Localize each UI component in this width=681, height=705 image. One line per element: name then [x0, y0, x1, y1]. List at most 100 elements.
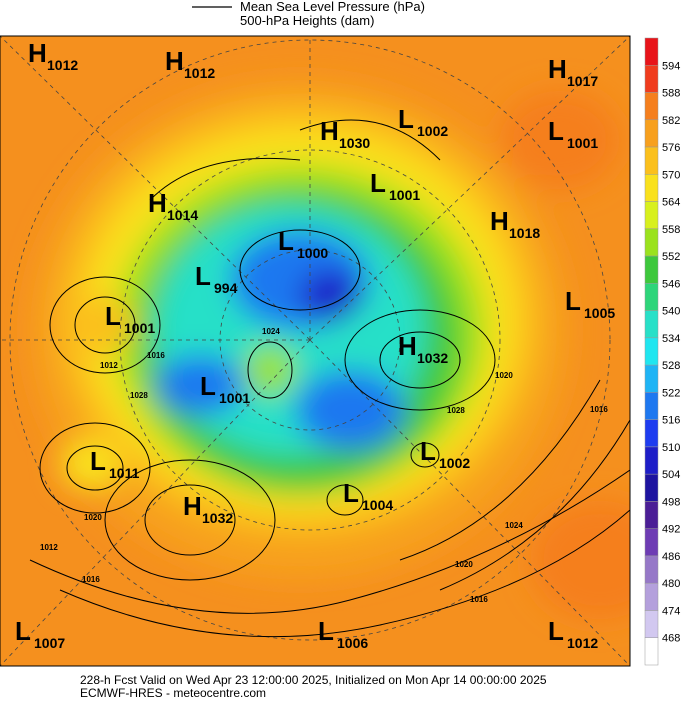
colorbar-swatch: [644, 610, 659, 638]
center-value: 1012: [47, 57, 78, 73]
contour-label: 1016: [470, 595, 488, 604]
center-value: 994: [214, 280, 238, 296]
colorbar-swatch: [644, 446, 659, 475]
contour-label: 1016: [82, 575, 100, 584]
colorbar-label: 510: [662, 442, 680, 454]
pressure-center: H 1017: [548, 54, 598, 89]
center-value: 1000: [297, 245, 328, 261]
pressure-center: L 1011: [90, 446, 140, 481]
pressure-center: L 1000: [278, 226, 328, 261]
center-value: 1018: [509, 225, 540, 241]
colorbar-label: 480: [662, 578, 680, 590]
colorbar-label: 498: [662, 496, 680, 508]
pressure-center: L 1007: [15, 616, 65, 651]
center-letter: L: [105, 301, 121, 331]
footer-valid: 228-h Fcst Valid on Wed Apr 23 12:00:00 …: [80, 673, 547, 687]
center-letter: L: [370, 168, 386, 198]
center-letter: H: [148, 188, 167, 218]
pressure-center: L 1006: [318, 616, 368, 651]
colorbar-label: 486: [662, 551, 680, 563]
colorbar-label: 552: [662, 251, 680, 263]
legend-mslp: Mean Sea Level Pressure (hPa): [240, 0, 425, 14]
center-letter: L: [548, 616, 564, 646]
center-letter: L: [200, 371, 216, 401]
center-value: 1017: [567, 73, 598, 89]
colorbar-label: 468: [662, 633, 680, 645]
header: Mean Sea Level Pressure (hPa) 500-hPa He…: [192, 0, 425, 28]
pressure-center: H 1032: [398, 331, 448, 366]
colorbar-swatch: [644, 65, 659, 93]
colorbar-swatch: [644, 528, 659, 557]
colorbar-swatch: [644, 501, 659, 529]
colorbar-swatch: [644, 364, 659, 393]
footer-source: ECMWF-HRES - meteocentre.com: [80, 686, 266, 700]
center-value: 1012: [184, 65, 215, 81]
colorbar-label: 474: [662, 605, 680, 617]
pressure-center: L 1005: [565, 286, 615, 321]
contour-label: 1016: [590, 405, 608, 414]
colorbar-swatch: [644, 174, 659, 202]
contour-label: 1024: [262, 327, 280, 336]
pressure-center: L 1001: [548, 116, 598, 151]
colorbar-label: 570: [662, 169, 680, 181]
center-letter: H: [320, 116, 339, 146]
colorbar-swatch: [644, 555, 659, 584]
colorbar-label: 534: [662, 333, 680, 345]
center-value: 1030: [339, 135, 370, 151]
center-letter: L: [195, 261, 211, 291]
pressure-center: H 1012: [28, 38, 78, 73]
center-letter: L: [318, 616, 334, 646]
colorbar-swatch: [644, 255, 659, 284]
colorbar-swatch: [644, 392, 659, 420]
colorbar-swatch: [644, 119, 659, 148]
colorbar-swatch: [644, 37, 659, 66]
pressure-center: L 1012: [548, 616, 598, 651]
center-letter: L: [90, 446, 106, 476]
contour-label: 1020: [455, 560, 473, 569]
colorbar-swatch: [644, 337, 659, 366]
pressure-center: L 1004: [343, 478, 393, 513]
colorbar-label: 576: [662, 142, 680, 154]
colorbar-label: 522: [662, 387, 680, 399]
pressure-center: H 1032: [183, 491, 233, 526]
colorbar: 594 588 582 576 570 564 558 552 546 540 534 528 522 5…: [644, 37, 680, 666]
colorbar-swatch: [644, 201, 659, 230]
center-letter: L: [278, 226, 294, 256]
center-letter: H: [548, 54, 567, 84]
colorbar-label: 492: [662, 524, 680, 536]
center-value: 1001: [567, 135, 598, 151]
center-letter: L: [548, 116, 564, 146]
colorbar-label: 564: [662, 197, 680, 209]
pressure-center: L 1001: [200, 371, 250, 406]
contour-label: 1012: [40, 543, 58, 552]
colorbar-swatch: [644, 228, 659, 257]
colorbar-swatch: [644, 637, 659, 666]
center-letter: L: [343, 478, 359, 508]
contour-label: 1028: [130, 391, 148, 400]
contour-label: 1020: [84, 513, 102, 522]
center-value: 1007: [34, 635, 65, 651]
center-value: 1001: [219, 390, 250, 406]
pressure-center: H 1014: [148, 188, 198, 223]
colorbar-swatch: [644, 419, 659, 448]
colorbar-label: 582: [662, 115, 680, 127]
colorbar-swatch: [644, 146, 659, 175]
colorbar-label: 528: [662, 360, 680, 372]
colorbar-swatch: [644, 473, 659, 502]
colorbar-label: 504: [662, 469, 680, 481]
center-value: 1004: [362, 497, 393, 513]
center-value: 1001: [124, 320, 155, 336]
contour-label: 1016: [147, 351, 165, 360]
pressure-center: H 1012: [165, 46, 215, 81]
center-value: 1001: [389, 187, 420, 203]
center-letter: H: [165, 46, 184, 76]
center-value: 1014: [167, 207, 198, 223]
colorbar-swatch: [644, 582, 659, 611]
center-letter: L: [15, 616, 31, 646]
center-value: 1006: [337, 635, 368, 651]
center-letter: H: [28, 38, 47, 68]
center-value: 1032: [417, 350, 448, 366]
pressure-center: H 1030: [320, 116, 370, 151]
center-value: 1002: [417, 123, 448, 139]
pressure-center: L 1002: [398, 104, 448, 139]
